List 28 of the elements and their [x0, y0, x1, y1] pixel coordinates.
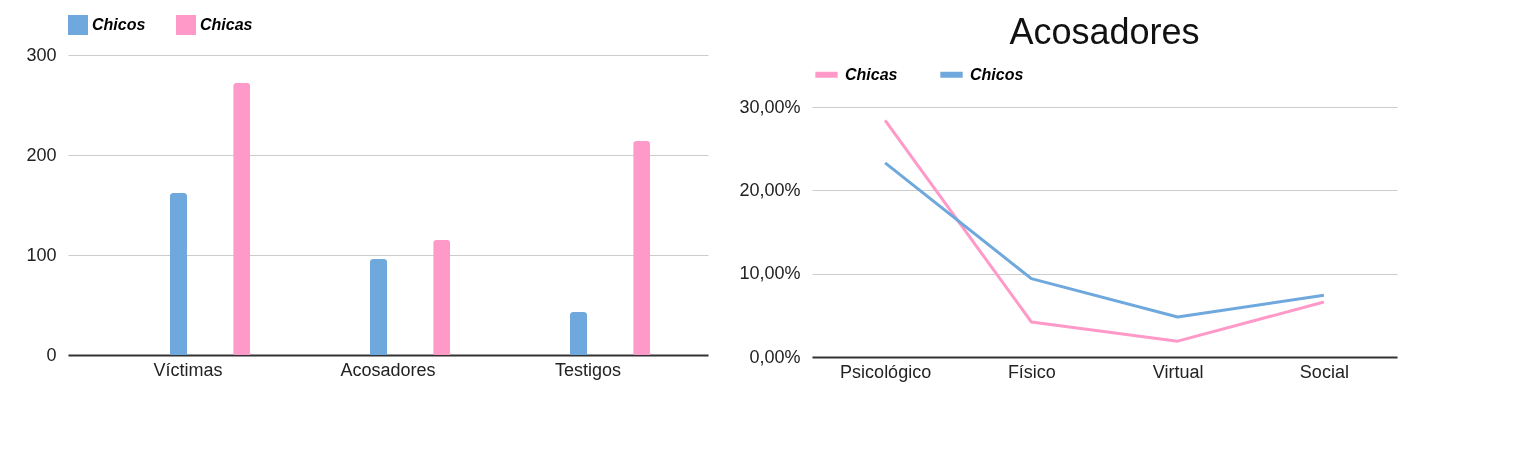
x-tick-label: Víctimas — [153, 359, 223, 380]
line-series — [883, 161, 1326, 319]
chart-title: Acosadores — [1009, 11, 1200, 52]
legend-label: Chicos — [970, 65, 1024, 83]
x-tick-label: Virtual — [1152, 361, 1204, 382]
bar — [170, 193, 188, 355]
legend-label: Chicas — [200, 16, 253, 33]
y-tick-label: 200 — [26, 144, 57, 165]
bar — [570, 312, 588, 355]
x-tick-label: Psicológico — [840, 361, 932, 382]
x-tick-label: Acosadores — [340, 359, 436, 380]
legend-label: Chicos — [92, 16, 146, 33]
y-tick-label: 10,00% — [739, 263, 801, 284]
legend-label: Chicas — [845, 65, 898, 83]
y-tick-label: 0 — [46, 344, 57, 365]
bar — [233, 83, 251, 355]
y-tick-label: 300 — [26, 44, 57, 65]
bar — [433, 240, 451, 355]
x-tick-label: Testigos — [554, 359, 622, 380]
y-tick-label: 100 — [26, 244, 57, 265]
y-tick-label: 20,00% — [739, 179, 801, 200]
line-series — [883, 118, 1326, 343]
x-tick-label: Físico — [1007, 361, 1056, 382]
x-tick-label: Social — [1299, 361, 1349, 382]
y-tick-label: 30,00% — [739, 96, 801, 117]
bar — [370, 259, 388, 355]
y-tick-label: 0,00% — [749, 346, 801, 367]
bar — [633, 141, 651, 355]
